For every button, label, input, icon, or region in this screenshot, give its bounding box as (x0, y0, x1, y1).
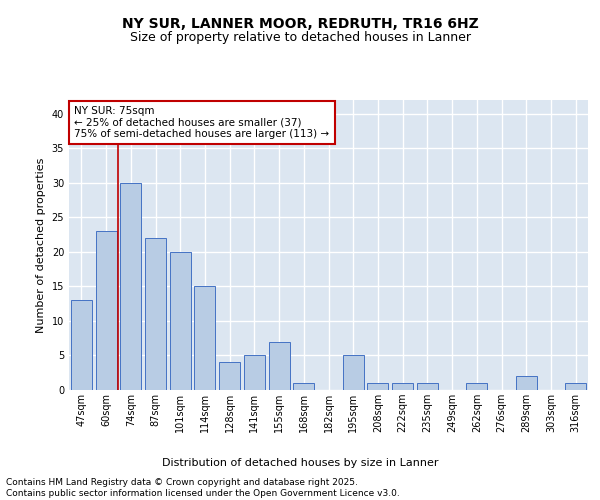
Bar (392, 383, 413, 390)
Bar (367, 383, 388, 390)
Text: Contains HM Land Registry data © Crown copyright and database right 2025.
Contai: Contains HM Land Registry data © Crown c… (6, 478, 400, 498)
Text: Distribution of detached houses by size in Lanner: Distribution of detached houses by size … (162, 458, 438, 468)
Text: NY SUR: 75sqm
← 25% of detached houses are smaller (37)
75% of semi-detached hou: NY SUR: 75sqm ← 25% of detached houses a… (74, 106, 329, 139)
Bar (219, 362, 240, 390)
Bar (145, 238, 166, 390)
Bar (269, 342, 290, 390)
Bar (194, 286, 215, 390)
Bar (95, 231, 116, 390)
Bar (293, 383, 314, 390)
Text: Size of property relative to detached houses in Lanner: Size of property relative to detached ho… (130, 31, 470, 44)
Bar (170, 252, 191, 390)
Bar (565, 383, 586, 390)
Bar (466, 383, 487, 390)
Bar (71, 300, 92, 390)
Bar (120, 183, 141, 390)
Bar (343, 356, 364, 390)
Bar (516, 376, 537, 390)
Text: NY SUR, LANNER MOOR, REDRUTH, TR16 6HZ: NY SUR, LANNER MOOR, REDRUTH, TR16 6HZ (122, 18, 478, 32)
Y-axis label: Number of detached properties: Number of detached properties (36, 158, 46, 332)
Bar (417, 383, 438, 390)
Bar (244, 356, 265, 390)
